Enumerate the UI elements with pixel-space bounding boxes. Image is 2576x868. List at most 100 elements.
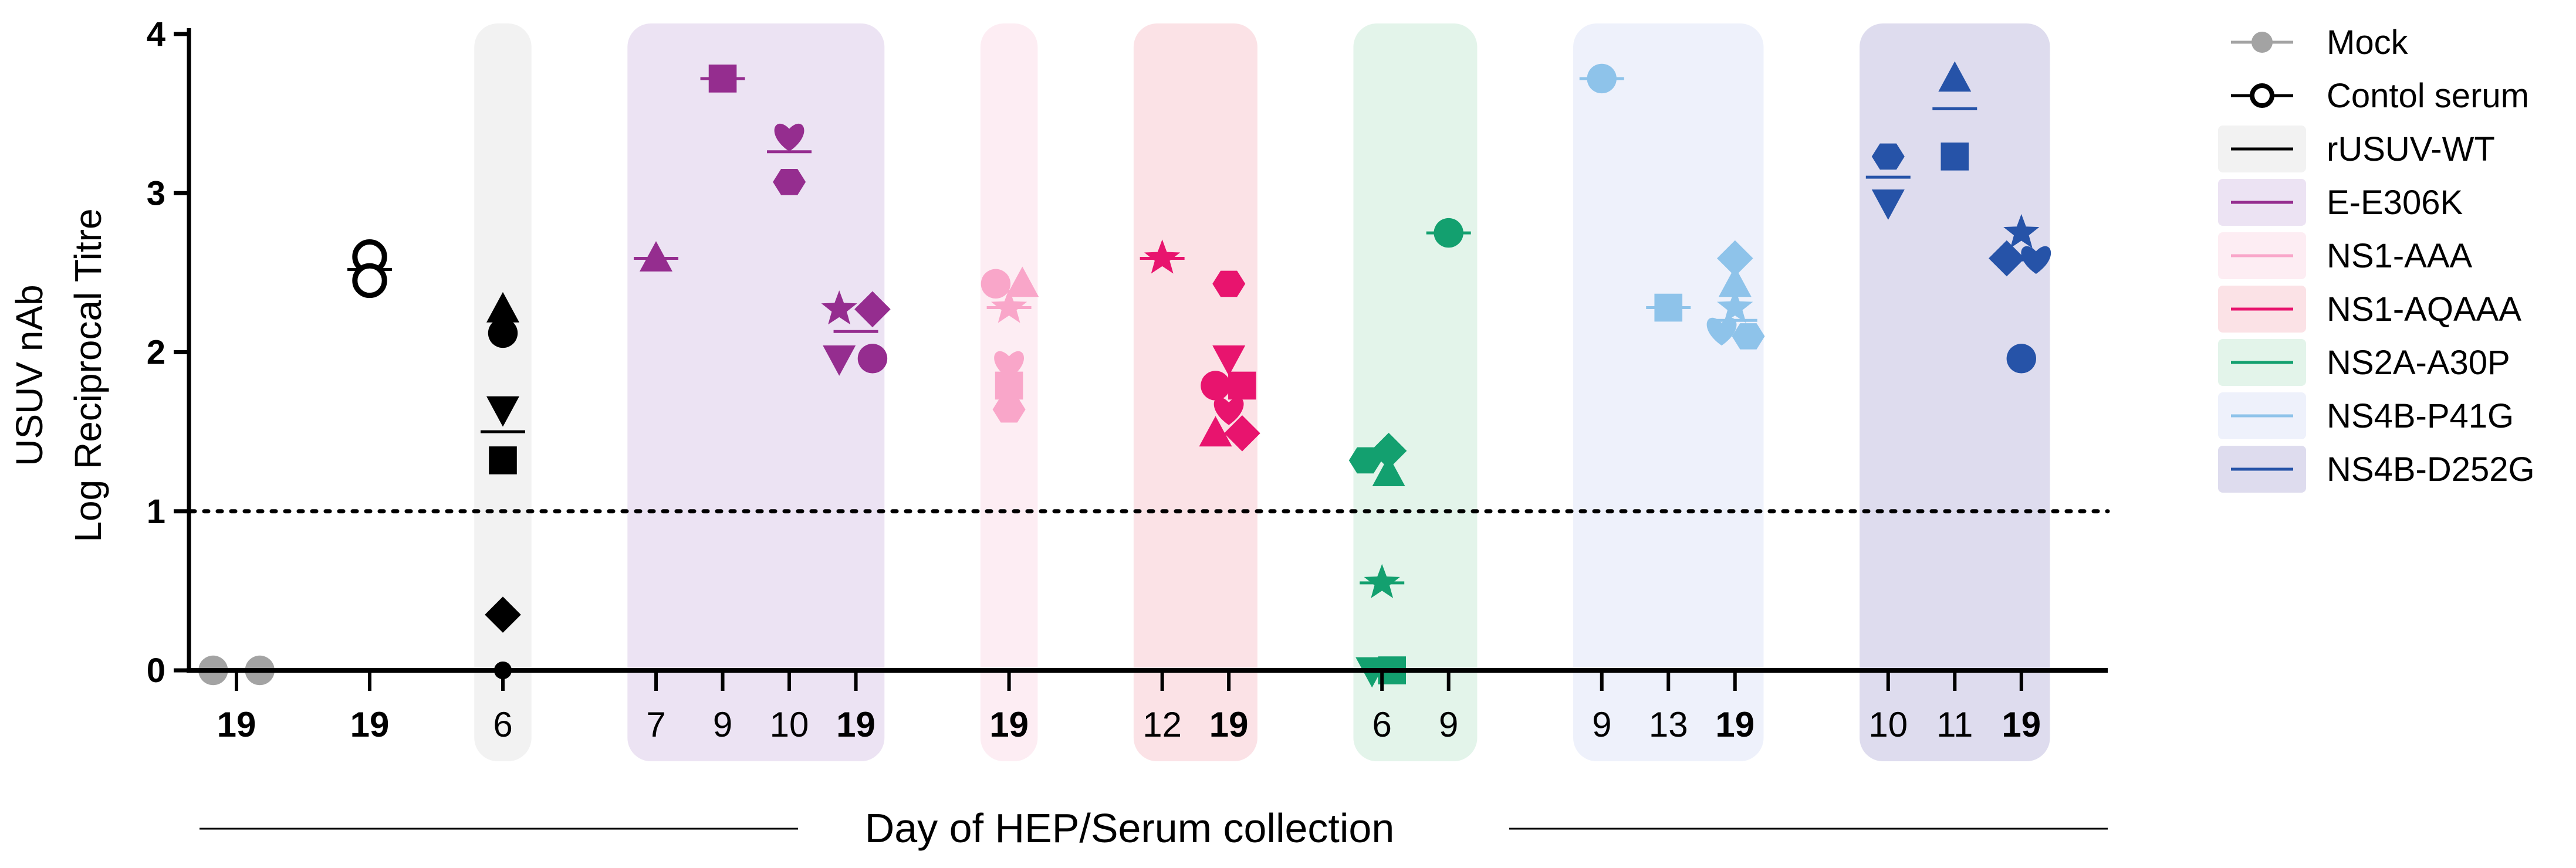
- data-point-ns2a-a30p-hexagon: [1348, 447, 1382, 474]
- x-tick-label: 6: [1372, 705, 1392, 744]
- legend-item-ns2a-a30p: NS2A-A30P: [2218, 339, 2510, 386]
- data-point-rusuv-wt-triangle-down: [486, 396, 519, 427]
- x-tick-label: 19: [350, 705, 390, 744]
- y-ticks: 0 1 2 3 4: [147, 15, 189, 690]
- data-point-ns1-aqaaa-hexagon: [1212, 270, 1246, 297]
- data-point-ns1-aqaaa-square: [1228, 371, 1256, 400]
- data-point-ns4b-d252g-triangle-down: [1871, 189, 1905, 220]
- legend: Mock Contol serum rUSUV-WT E-E306K NS1-AAA NS…: [2218, 23, 2535, 493]
- data-point-ns4b-p41g-star: [1717, 289, 1753, 323]
- legend-item-ns4b-p41g: NS4B-P41G: [2218, 392, 2514, 439]
- group-background-ns1-aqaaa: [1133, 23, 1257, 761]
- y-tick-label: 0: [147, 652, 165, 690]
- legend-item-ns1-aaa: NS1-AAA: [2218, 232, 2473, 279]
- x-tick-label: 10: [1868, 705, 1908, 744]
- x-tick-label: 9: [1592, 705, 1611, 744]
- y-axis-label-line-1: USUV nAb: [8, 284, 50, 466]
- group-background-ns4b-p41g: [1573, 23, 1764, 761]
- x-tick-label: 7: [646, 705, 665, 744]
- x-axis-label: Day of HEP/Serum collection: [865, 805, 1395, 851]
- data-point-e-e306k-square: [708, 65, 737, 93]
- x-tick-label: 19: [2002, 705, 2041, 744]
- data-point-e-e306k-circle: [857, 344, 888, 374]
- data-point-ns4b-d252g-heart: [2021, 246, 2051, 274]
- data-point-ns1-aqaaa-heart: [1213, 397, 1244, 425]
- data-marks: [198, 61, 2051, 688]
- data-point-ns1-aqaaa-diamond: [1224, 415, 1260, 452]
- legend-item-mock: Mock: [2231, 23, 2409, 62]
- y-tick-label: 3: [147, 174, 165, 212]
- x-tick-label: 10: [770, 705, 809, 744]
- legend-label: NS1-AQAAA: [2327, 290, 2521, 328]
- data-point-ns4b-p41g-hexagon: [1732, 323, 1765, 350]
- data-point-ns2a-a30p-star: [1364, 564, 1400, 598]
- x-tick-label: 11: [1936, 705, 1973, 744]
- data-point-ns1-aaa-circle: [981, 269, 1011, 299]
- data-point-e-e306k-triangle-down: [823, 345, 856, 376]
- group-background-ns4b-d252g: [1860, 23, 2050, 761]
- data-point-ns4b-d252g-square: [1941, 143, 1969, 171]
- x-axis-label-group: Day of HEP/Serum collection: [200, 805, 2108, 851]
- data-point-ns1-aqaaa-triangle: [1199, 416, 1232, 447]
- x-tick-label: 12: [1142, 705, 1182, 744]
- data-point-rusuv-wt-triangle: [486, 291, 519, 323]
- data-point-e-e306k-star: [821, 290, 857, 325]
- legend-label: NS2A-A30P: [2327, 344, 2510, 382]
- legend-item-ns1-aqaaa: NS1-AQAAA: [2218, 286, 2521, 333]
- data-point-ns1-aaa-star: [991, 289, 1027, 323]
- data-point-ns4b-p41g-square: [1654, 293, 1683, 322]
- data-point-ns1-aqaaa-triangle-down: [1212, 345, 1246, 376]
- y-axis: 0 1 2 3 4: [147, 15, 191, 690]
- data-point-ns1-aaa-square: [995, 371, 1023, 400]
- data-point-ns4b-d252g-diamond: [1989, 240, 2025, 277]
- data-point-ns4b-p41g-heart: [1706, 317, 1737, 346]
- legend-label: Mock: [2327, 23, 2409, 62]
- data-point-ns1-aaa-hexagon: [992, 396, 1026, 423]
- data-point-ns1-aaa-triangle: [1006, 266, 1039, 297]
- x-tick-label: 9: [713, 705, 732, 744]
- data-point-ns2a-a30p-diamond: [1370, 432, 1407, 469]
- legend-label: NS4B-D252G: [2327, 450, 2535, 489]
- x-tick-label: 19: [1715, 705, 1754, 744]
- y-tick-label: 2: [147, 334, 165, 372]
- data-point-ns4b-d252g-hexagon: [1871, 143, 1905, 170]
- data-point-ns2a-a30p-triangle: [1372, 456, 1405, 486]
- x-tick-label: 19: [1209, 705, 1249, 744]
- data-point-ns4b-d252g-star: [2003, 213, 2040, 249]
- data-point-ns4b-p41g-circle: [1587, 63, 1617, 94]
- data-point-ns4b-d252g-triangle: [1938, 61, 1972, 92]
- data-point-rusuv-wt-diamond: [485, 596, 521, 633]
- data-point-e-e306k-diamond: [854, 291, 891, 328]
- group-background-rusuv-wt: [474, 23, 532, 761]
- legend-marker: [2252, 32, 2273, 53]
- group-background-ns2a-a30p: [1353, 23, 1478, 761]
- data-point-e-e306k-heart: [774, 123, 804, 152]
- data-point-ns4b-p41g-diamond: [1717, 240, 1753, 277]
- data-point-ns1-aqaaa-circle: [1201, 371, 1230, 401]
- data-point-e-e306k-triangle: [640, 241, 672, 272]
- x-ticks: 19 19 6 7 9 10 19 19 12 19 6 9 9 13 19 10 11 19: [217, 670, 2041, 744]
- y-tick-label: 4: [147, 15, 165, 53]
- data-point-rusuv-wt-circle: [488, 318, 518, 348]
- x-tick-label: 19: [989, 705, 1029, 744]
- x-tick-label: 9: [1439, 705, 1458, 744]
- x-tick-label: 13: [1649, 705, 1688, 744]
- legend-item-ns4b-d252g: NS4B-D252G: [2218, 446, 2535, 493]
- legend-marker: [2250, 83, 2274, 108]
- data-point-ns1-aqaaa-star: [1144, 239, 1181, 274]
- legend-item-e-e306k: E-E306K: [2218, 179, 2463, 226]
- data-point-ns2a-a30p-circle: [1434, 218, 1463, 248]
- data-point-e-e306k-hexagon: [773, 169, 806, 195]
- x-tick-label: 19: [836, 705, 875, 744]
- data-point-rusuv-wt-square: [489, 446, 517, 474]
- legend-label: NS1-AAA: [2327, 237, 2473, 275]
- x-tick-label: 19: [217, 705, 256, 744]
- group-backgrounds: [474, 23, 2050, 761]
- data-point-ns4b-d252g-circle: [2006, 344, 2036, 374]
- legend-label: NS4B-P41G: [2327, 397, 2514, 435]
- y-axis-label: USUV nAb Log Reciprocal Titre: [8, 208, 109, 542]
- legend-item-contol-serum: Contol serum: [2231, 77, 2529, 115]
- group-background-e-e306k: [627, 23, 885, 761]
- data-point-contol-serum-circle: [352, 263, 387, 299]
